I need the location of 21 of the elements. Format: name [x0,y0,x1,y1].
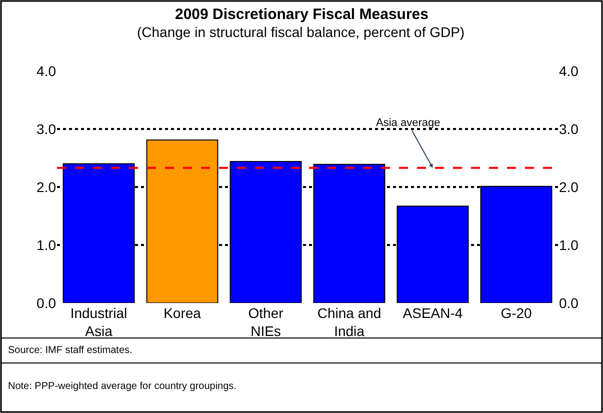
y-tick-label: 4.0 [36,62,56,79]
y-tick-label: 1.0 [36,236,56,253]
x-tick-label: Industrial Asia [70,305,128,340]
y-tick-label: 0.0 [36,294,56,311]
x-tick-label: G-20 [500,305,532,321]
chart-subtitle: (Change in structural fiscal balance, percent of GDP) [137,24,465,40]
y-tick-label: 3.0 [36,120,56,137]
source-note: Source: IMF staff estimates. [8,345,132,356]
x-tick-label: Korea [164,305,202,321]
x-tick-label: ASEAN-4 [402,305,463,321]
y2-tick-label: 3.0 [559,120,579,137]
text: Note: PPP-weighted average for country groupings. [8,381,236,392]
y2-tick-label: 1.0 [559,236,579,253]
annotation: Asia average [376,117,440,129]
y2-tick-label: 2.0 [559,178,579,195]
y-tick-label: 2.0 [36,178,56,195]
y2-tick-label: 4.0 [559,62,579,79]
chart-title: 2009 Discretionary Fiscal Measures [175,6,428,23]
x-tick-label: China and India [317,305,382,340]
x-tick-label: Other NIEs [248,305,284,340]
y2-tick-label: 0.0 [559,294,579,311]
